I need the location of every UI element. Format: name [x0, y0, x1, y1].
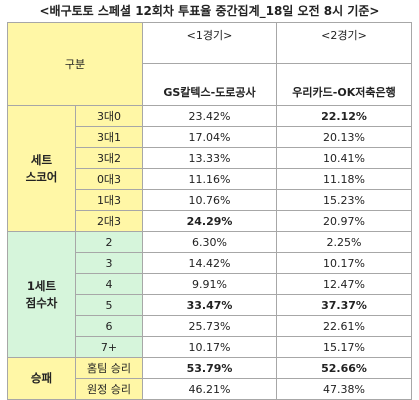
table-row: 3대1 17.04% 20.13%	[8, 126, 412, 148]
table-row: 0대3 11.16% 11.18%	[8, 168, 412, 190]
table-row: 3 14.42% 10.17%	[8, 252, 412, 274]
game1-name-label: GS칼텍스-도로공사	[163, 86, 256, 99]
game1-value: 13.33%	[142, 147, 277, 169]
game1-value: 10.76%	[142, 189, 277, 211]
row-label: 3대1	[75, 126, 143, 148]
header-row-bottom: GS칼텍스-도로공사 우리카드-OK저축은행	[8, 63, 412, 106]
row-label: 3대0	[75, 105, 143, 127]
game2-sub-cell: <2경기>	[276, 22, 412, 64]
group-label: 승패	[30, 371, 53, 385]
table-row: 3대2 13.33% 10.41%	[8, 147, 412, 169]
group-win-loss-cell: 승패	[7, 357, 76, 400]
row-label: 6	[75, 315, 143, 337]
table-row: 승패 홈팀 승리 53.79% 52.66%	[7, 357, 412, 400]
table-row: 5 33.47% 37.37%	[8, 294, 412, 316]
game2-value: 22.12%	[276, 105, 412, 127]
game1-value: 9.91%	[142, 273, 277, 295]
group-label-line2: 점수차	[25, 295, 58, 310]
table-row: 세트 스코어 3대0 23.42% 22.12%	[7, 105, 412, 232]
row-label: 7+	[75, 336, 143, 358]
group-label-line2: 스코어	[25, 169, 58, 184]
game2-value: 47.38%	[276, 378, 412, 400]
row-label: 0대3	[75, 168, 143, 190]
game2-name-label: 우리카드-OK저축은행	[292, 86, 396, 99]
row-label: 3대2	[75, 147, 143, 169]
game2-value: 15.23%	[276, 189, 412, 211]
game1-sub-label: <1경기>	[186, 29, 233, 42]
table-row: 원정 승리 46.21% 47.38%	[8, 378, 412, 400]
group-label-line1: 1세트	[26, 278, 57, 293]
group-point-diff-cell: 1세트 점수차	[7, 231, 76, 358]
game1-value: 46.21%	[142, 378, 277, 400]
table-row: 7+ 10.17% 15.17%	[8, 336, 412, 358]
row-label: 4	[75, 273, 143, 295]
table-row: 1대3 10.76% 15.23%	[8, 189, 412, 211]
game2-name-cell: 우리카드-OK저축은행	[276, 63, 412, 106]
game1-value: 33.47%	[142, 294, 277, 316]
game1-value: 53.79%	[142, 357, 277, 379]
table-row: 6 25.73% 22.61%	[8, 315, 412, 337]
game1-value: 25.73%	[142, 315, 277, 337]
game1-value: 24.29%	[142, 210, 277, 232]
game2-value: 22.61%	[276, 315, 412, 337]
row-label: 홈팀 승리	[75, 357, 143, 379]
game2-value: 52.66%	[276, 357, 412, 379]
game2-value: 37.37%	[276, 294, 412, 316]
header-corner-label: 구분	[64, 58, 86, 71]
game2-value: 10.17%	[276, 252, 412, 274]
row-label: 2	[75, 231, 143, 253]
game2-value: 2.25%	[276, 231, 412, 253]
row-label: 5	[75, 294, 143, 316]
game2-value: 15.17%	[276, 336, 412, 358]
table-row: 2대3 24.29% 20.97%	[8, 210, 412, 232]
game2-value: 11.18%	[276, 168, 412, 190]
game2-value: 20.97%	[276, 210, 412, 232]
row-label: 원정 승리	[75, 378, 143, 400]
row-label: 2대3	[75, 210, 143, 232]
game1-value: 23.42%	[142, 105, 277, 127]
row-label: 1대3	[75, 189, 143, 211]
group-set-score-cell: 세트 스코어	[7, 105, 76, 232]
game1-value: 6.30%	[142, 231, 277, 253]
table-title: <배구토토 스페셜 12회차 투표율 중간집계_18일 오전 8시 기준>	[39, 4, 380, 18]
group-label-line1: 세트	[30, 152, 53, 167]
game1-value: 14.42%	[142, 252, 277, 274]
game1-name-cell: GS칼텍스-도로공사	[142, 63, 277, 106]
game1-sub-cell: <1경기>	[142, 22, 277, 64]
table-row: 1세트 점수차 2 6.30% 2.25%	[7, 231, 412, 358]
table-row: 4 9.91% 12.47%	[8, 273, 412, 295]
voting-rate-table: 구분 <1경기> <2경기> GS칼텍스-도로공사 우리카드-OK저축은행 세트…	[7, 22, 412, 400]
game2-value: 12.47%	[276, 273, 412, 295]
row-label: 3	[75, 252, 143, 274]
game1-value: 17.04%	[142, 126, 277, 148]
game2-value: 10.41%	[276, 147, 412, 169]
header-corner-cell: 구분	[7, 22, 143, 106]
game2-value: 20.13%	[276, 126, 412, 148]
game1-value: 10.17%	[142, 336, 277, 358]
header-row-top: 구분 <1경기> <2경기>	[7, 22, 412, 106]
game2-sub-label: <2경기>	[321, 29, 367, 42]
game1-value: 11.16%	[142, 168, 277, 190]
